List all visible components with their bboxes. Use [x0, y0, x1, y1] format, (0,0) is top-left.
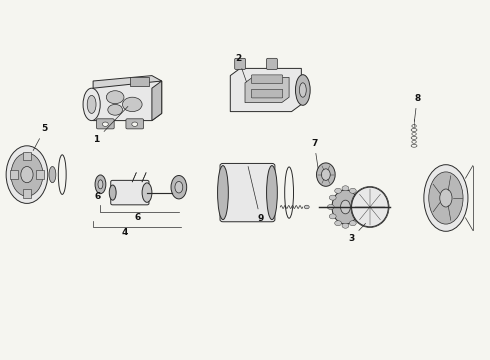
Ellipse shape	[218, 166, 228, 220]
Circle shape	[132, 122, 138, 126]
Ellipse shape	[332, 190, 359, 224]
Circle shape	[329, 195, 336, 200]
FancyBboxPatch shape	[10, 170, 18, 179]
Ellipse shape	[83, 88, 100, 121]
FancyBboxPatch shape	[251, 75, 283, 84]
Polygon shape	[93, 76, 162, 88]
Ellipse shape	[321, 169, 330, 180]
Text: 2: 2	[235, 54, 246, 82]
Circle shape	[357, 204, 364, 210]
Circle shape	[355, 214, 362, 219]
Text: 7: 7	[311, 139, 318, 168]
Text: 4: 4	[122, 228, 128, 237]
Text: 1: 1	[93, 107, 128, 144]
FancyBboxPatch shape	[36, 170, 44, 179]
Ellipse shape	[142, 183, 152, 202]
Polygon shape	[230, 68, 301, 112]
Text: 8: 8	[414, 94, 420, 121]
Polygon shape	[152, 81, 162, 121]
FancyBboxPatch shape	[130, 77, 149, 86]
FancyBboxPatch shape	[97, 119, 114, 129]
Circle shape	[335, 221, 342, 226]
Ellipse shape	[11, 153, 43, 196]
Ellipse shape	[21, 166, 33, 183]
Ellipse shape	[175, 181, 183, 193]
Text: 5: 5	[33, 125, 48, 150]
Ellipse shape	[95, 175, 106, 194]
Circle shape	[108, 104, 122, 115]
Ellipse shape	[352, 187, 388, 227]
FancyBboxPatch shape	[126, 119, 144, 129]
Text: 6: 6	[134, 213, 140, 222]
Circle shape	[327, 204, 334, 210]
Text: 3: 3	[348, 224, 366, 243]
Ellipse shape	[49, 166, 56, 183]
Text: 9: 9	[248, 167, 264, 224]
Ellipse shape	[267, 166, 277, 220]
FancyBboxPatch shape	[23, 189, 31, 198]
Ellipse shape	[429, 172, 463, 224]
Polygon shape	[93, 81, 162, 121]
Circle shape	[342, 186, 349, 191]
Circle shape	[342, 223, 349, 228]
Circle shape	[349, 221, 356, 226]
Ellipse shape	[317, 163, 335, 186]
Ellipse shape	[424, 165, 468, 231]
Text: 6: 6	[95, 192, 101, 201]
Ellipse shape	[87, 95, 96, 113]
Circle shape	[122, 97, 142, 112]
Circle shape	[106, 91, 124, 104]
Ellipse shape	[440, 189, 452, 207]
Circle shape	[304, 205, 309, 209]
Ellipse shape	[341, 200, 350, 214]
Ellipse shape	[109, 185, 116, 200]
FancyBboxPatch shape	[235, 58, 245, 69]
Circle shape	[102, 122, 108, 126]
Ellipse shape	[138, 182, 151, 203]
Circle shape	[329, 214, 336, 219]
Ellipse shape	[6, 146, 48, 203]
FancyBboxPatch shape	[251, 89, 283, 98]
Circle shape	[355, 195, 362, 200]
FancyBboxPatch shape	[220, 163, 275, 222]
FancyBboxPatch shape	[111, 180, 149, 205]
Ellipse shape	[299, 83, 306, 97]
Polygon shape	[245, 77, 289, 103]
Ellipse shape	[171, 176, 187, 199]
Ellipse shape	[295, 75, 310, 105]
Circle shape	[335, 188, 342, 193]
FancyBboxPatch shape	[23, 152, 31, 160]
Ellipse shape	[98, 180, 103, 189]
Circle shape	[349, 188, 356, 193]
FancyBboxPatch shape	[267, 58, 277, 69]
